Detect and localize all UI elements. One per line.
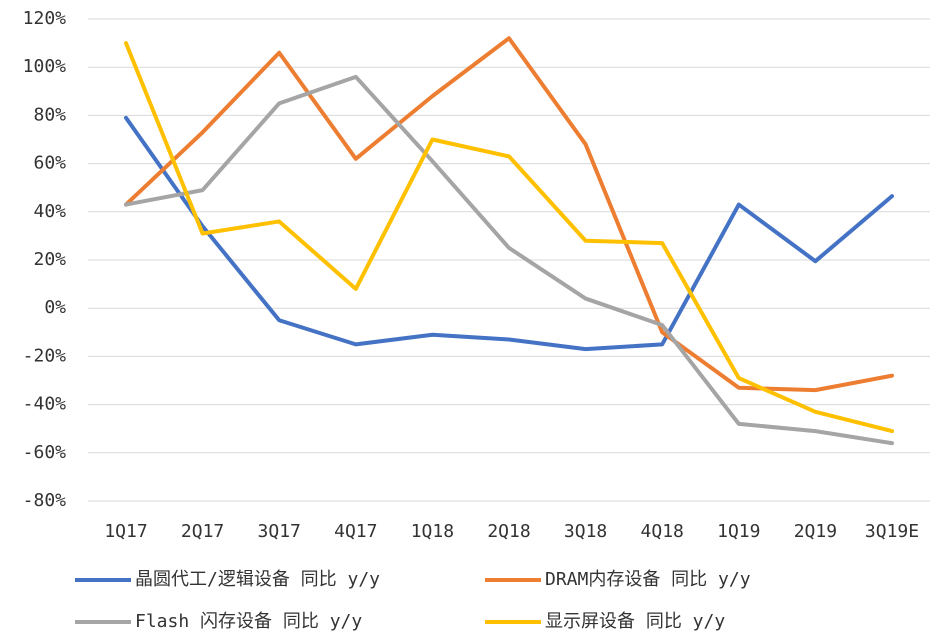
series-line	[124, 115, 894, 352]
series-line	[124, 74, 894, 446]
x-tick-label: 4Q17	[334, 521, 377, 542]
x-tick-label: 4Q18	[641, 521, 684, 542]
y-tick-label: -60%	[23, 442, 67, 463]
x-tick-label: 1Q19	[717, 521, 760, 542]
y-tick-label: 80%	[33, 104, 66, 125]
y-tick-label: 40%	[33, 201, 66, 222]
y-tick-label: 20%	[33, 249, 66, 270]
y-tick-label: -20%	[23, 345, 67, 366]
y-tick-label: 0%	[44, 297, 66, 318]
series-line	[124, 36, 894, 393]
x-tick-label: 3Q19E	[865, 521, 919, 542]
y-tick-label: 120%	[23, 8, 67, 29]
x-tick-label: 1Q18	[411, 521, 454, 542]
y-tick-label: 60%	[33, 153, 66, 174]
x-tick-label: 2Q18	[487, 521, 530, 542]
legend-label: Flash 闪存设备 同比 y/y	[135, 611, 362, 632]
y-tick-label: -40%	[23, 394, 67, 415]
x-tick-label: 2Q19	[794, 521, 837, 542]
legend-label: 显示屏设备 同比 y/y	[545, 611, 725, 632]
x-tick-label: 3Q17	[258, 521, 301, 542]
x-tick-label: 3Q18	[564, 521, 607, 542]
y-tick-label: -80%	[23, 490, 67, 511]
y-tick-label: 100%	[23, 56, 67, 77]
legend-label: 晶圆代工/逻辑设备 同比 y/y	[135, 569, 380, 590]
legend-label: DRAM内存设备 同比 y/y	[545, 569, 751, 590]
x-tick-label: 2Q17	[181, 521, 224, 542]
series-line	[124, 41, 894, 434]
x-tick-label: 1Q17	[104, 521, 147, 542]
